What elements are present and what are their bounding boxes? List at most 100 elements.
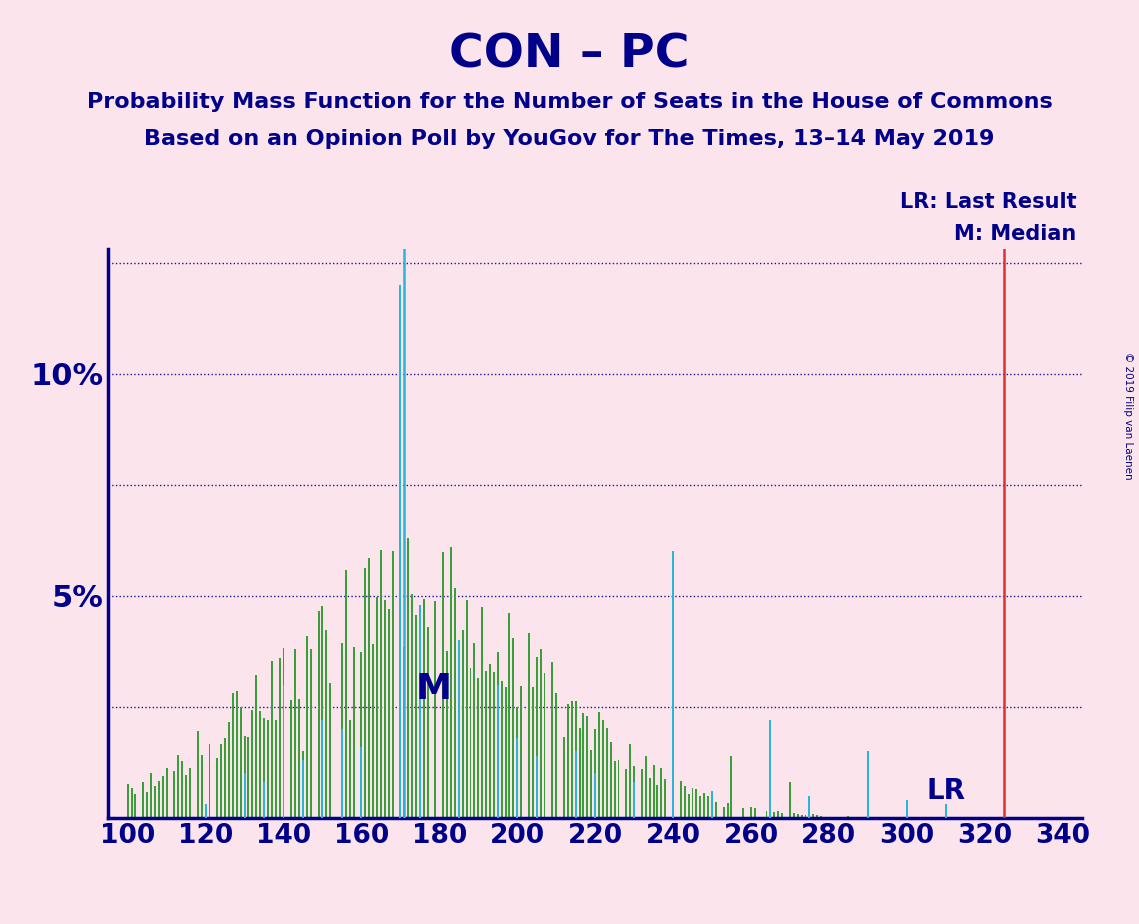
Bar xyxy=(208,744,211,818)
Bar xyxy=(481,607,483,818)
Bar xyxy=(260,711,261,818)
Bar xyxy=(353,647,354,818)
Bar xyxy=(380,550,382,818)
Bar xyxy=(513,638,515,818)
Text: Based on an Opinion Poll by YouGov for The Times, 13–14 May 2019: Based on an Opinion Poll by YouGov for T… xyxy=(145,129,994,150)
Bar xyxy=(625,769,628,818)
Bar xyxy=(458,640,460,818)
Bar xyxy=(595,729,596,818)
Bar xyxy=(497,685,499,818)
Bar xyxy=(855,817,857,818)
Bar xyxy=(271,662,272,818)
Bar xyxy=(516,707,518,818)
Bar xyxy=(310,649,312,818)
Bar xyxy=(661,769,662,818)
Bar xyxy=(796,814,798,818)
Bar xyxy=(434,601,436,818)
Bar xyxy=(809,796,810,818)
Bar xyxy=(131,787,132,818)
Text: LR: LR xyxy=(926,777,965,805)
Bar xyxy=(540,649,541,818)
Bar xyxy=(590,750,592,818)
Bar xyxy=(466,601,467,818)
Bar xyxy=(407,538,409,818)
Bar xyxy=(711,791,713,818)
Bar xyxy=(392,551,394,818)
Bar xyxy=(598,711,600,818)
Bar xyxy=(535,756,538,818)
Text: M: M xyxy=(416,672,452,706)
Bar xyxy=(672,738,674,818)
Bar xyxy=(906,800,908,818)
Bar xyxy=(645,757,647,818)
Bar xyxy=(178,755,179,818)
Bar xyxy=(699,796,702,818)
Bar xyxy=(216,758,219,818)
Bar xyxy=(228,722,230,818)
Bar xyxy=(173,771,175,818)
Bar xyxy=(749,807,752,818)
Bar xyxy=(360,747,362,818)
Bar xyxy=(575,701,576,818)
Bar xyxy=(469,668,472,818)
Bar xyxy=(154,785,156,818)
Bar xyxy=(454,589,456,818)
Bar xyxy=(244,736,246,818)
Bar xyxy=(633,783,636,818)
Bar xyxy=(555,693,557,818)
Bar xyxy=(551,662,554,818)
Bar xyxy=(707,796,710,818)
Bar xyxy=(298,699,300,818)
Bar xyxy=(532,687,534,818)
Bar xyxy=(641,770,642,818)
Bar xyxy=(220,744,222,818)
Bar xyxy=(321,720,323,818)
Bar xyxy=(400,285,401,818)
Bar xyxy=(820,816,822,818)
Bar xyxy=(535,658,538,818)
Bar xyxy=(244,773,246,818)
Bar xyxy=(683,786,686,818)
Bar xyxy=(279,658,280,818)
Bar xyxy=(571,701,573,818)
Bar xyxy=(508,613,510,818)
Bar xyxy=(446,651,448,818)
Bar xyxy=(263,783,265,818)
Bar xyxy=(754,808,756,818)
Bar xyxy=(812,814,814,818)
Bar xyxy=(341,729,343,818)
Bar xyxy=(727,803,729,818)
Bar xyxy=(672,552,674,818)
Bar xyxy=(847,817,850,818)
Bar xyxy=(282,685,285,818)
Bar xyxy=(197,731,199,818)
Bar xyxy=(326,630,327,818)
Bar xyxy=(867,751,869,818)
Bar xyxy=(765,810,768,818)
Text: © 2019 Filip van Laenen: © 2019 Filip van Laenen xyxy=(1123,352,1132,480)
Bar xyxy=(579,728,581,818)
Bar xyxy=(680,782,682,818)
Bar xyxy=(944,805,947,818)
Bar xyxy=(804,815,806,818)
Text: Probability Mass Function for the Number of Seats in the House of Commons: Probability Mass Function for the Number… xyxy=(87,92,1052,113)
Bar xyxy=(247,736,249,818)
Bar xyxy=(150,772,151,818)
Bar xyxy=(653,765,655,818)
Bar xyxy=(773,812,776,818)
Bar xyxy=(302,751,304,818)
Bar xyxy=(400,608,401,818)
Bar xyxy=(224,738,226,818)
Bar xyxy=(595,773,596,818)
Text: CON – PC: CON – PC xyxy=(449,32,690,78)
Bar xyxy=(419,604,420,818)
Bar xyxy=(730,756,732,818)
Bar xyxy=(489,663,491,818)
Bar xyxy=(189,768,191,818)
Bar xyxy=(372,644,374,818)
Bar xyxy=(793,813,795,818)
Bar xyxy=(384,601,386,818)
Bar xyxy=(656,784,658,818)
Bar xyxy=(403,648,405,818)
Bar xyxy=(587,716,589,818)
